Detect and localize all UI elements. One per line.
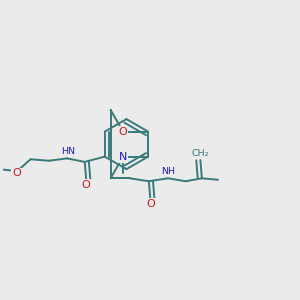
Text: O: O: [146, 199, 155, 209]
Text: HN: HN: [61, 147, 75, 156]
Text: O: O: [82, 180, 91, 190]
Text: NH: NH: [161, 167, 175, 176]
Text: O: O: [12, 168, 21, 178]
Text: CH₂: CH₂: [191, 149, 208, 158]
Text: O: O: [119, 127, 128, 136]
Text: N: N: [119, 152, 127, 162]
